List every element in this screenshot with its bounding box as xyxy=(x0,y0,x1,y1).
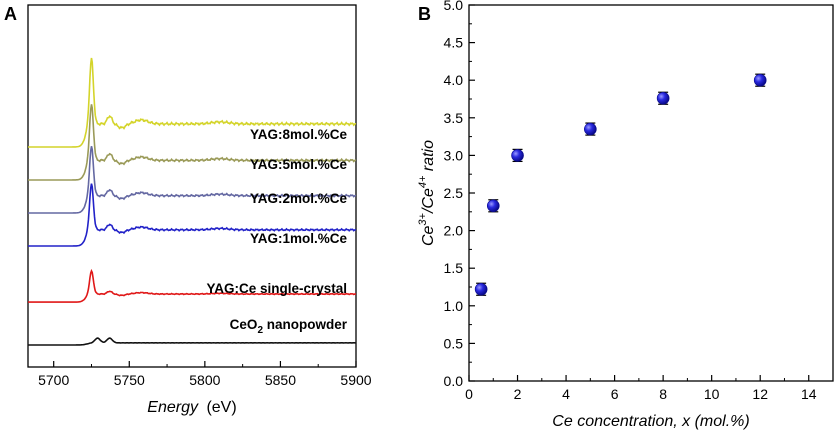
y-axis-title-b: Ce3+/Ce4+ ratio xyxy=(417,140,437,246)
axis-ticks-b: 0 2 4 6 8 10 12 14 0.0 0.5 1.0 1.5 2.0 2.5 3.0 3.5 4.0 4.… xyxy=(444,0,817,402)
y-title-part-2: /Ce xyxy=(420,188,437,214)
data-point xyxy=(474,282,488,296)
data-point xyxy=(656,91,670,105)
y-tick-label-b: 5.0 xyxy=(444,0,464,13)
x-tick-label-b: 14 xyxy=(801,386,817,402)
spectrum-line xyxy=(28,183,357,247)
spectrum-line xyxy=(28,268,357,303)
y-tick-label-b: 4.5 xyxy=(444,35,464,51)
x-axis-title-a-unit: (eV) xyxy=(206,399,236,416)
y-title-sup-2: 4+ xyxy=(417,175,429,188)
data-point xyxy=(511,149,524,162)
x-tick-label-b: 6 xyxy=(611,386,619,402)
x-tick-label-a: 5850 xyxy=(265,372,296,388)
x-tick-label-b: 8 xyxy=(659,386,667,402)
x-tick-label-b: 2 xyxy=(514,386,522,402)
ratio-scatter-panel: 0 2 4 6 8 10 12 14 0.0 0.5 1.0 1.5 2.0 2.5 3.0 3.5 4.0 4.… xyxy=(417,0,834,430)
y-tick-label-b: 1.5 xyxy=(444,260,464,276)
y-title-part-3: ratio xyxy=(420,140,437,176)
series-label: YAG:5mol.%Ce xyxy=(250,157,348,172)
spectrum-line xyxy=(28,104,357,181)
spectrum-line xyxy=(28,337,357,346)
xas-spectra-panel: 5700 5750 5800 5850 5900 YAG:8mol.%Ce YAG:5mo… xyxy=(27,4,372,416)
x-tick-label-a: 5750 xyxy=(114,372,145,388)
panel-label-a: A xyxy=(4,4,17,24)
series-label: YAG:Ce single-crystal xyxy=(206,281,347,296)
y-tick-label-b: 0.0 xyxy=(444,373,464,389)
y-tick-label-b: 4.0 xyxy=(444,72,464,88)
series-label: CeO2 nanopowder xyxy=(230,317,348,336)
data-point xyxy=(753,73,767,87)
x-tick-label-a: 5900 xyxy=(340,372,371,388)
plot-frame-b xyxy=(468,4,834,382)
spectrum-line xyxy=(28,146,357,214)
y-tick-label-b: 0.5 xyxy=(444,335,464,351)
x-axis-title-b: Ce concentration, x (mol.%) xyxy=(552,413,749,430)
y-tick-label-b: 3.5 xyxy=(444,110,464,126)
spectra-curves xyxy=(28,57,357,346)
x-tick-label-a: 5800 xyxy=(189,372,220,388)
y-tick-label-b: 2.5 xyxy=(444,185,464,201)
x-axis-ticks-a: 5700 5750 5800 5850 5900 xyxy=(38,361,372,388)
x-tick-label-a: 5700 xyxy=(38,372,69,388)
series-labels: YAG:8mol.%Ce YAG:5mol.%Ce YAG:2mol.%Ce YAG:… xyxy=(206,127,347,336)
series-label-sub: 2 xyxy=(257,325,263,336)
data-point xyxy=(486,199,500,213)
data-points xyxy=(474,73,767,296)
panel-label-b: B xyxy=(418,4,431,24)
series-label: YAG:1mol.%Ce xyxy=(250,231,348,246)
data-point xyxy=(584,122,597,136)
x-axis-title-a-var: Energy xyxy=(147,399,199,416)
series-label: YAG:8mol.%Ce xyxy=(250,127,348,142)
x-tick-label-b: 4 xyxy=(562,386,570,402)
plot-frame-a xyxy=(27,4,357,368)
series-label-part: CeO xyxy=(230,317,258,332)
x-axis-title-a: Energy (eV) xyxy=(147,399,236,416)
y-tick-label-b: 1.0 xyxy=(444,298,464,314)
y-tick-label-b: 2.0 xyxy=(444,223,464,239)
series-label-part: nanopowder xyxy=(263,317,348,332)
spectrum-line xyxy=(28,57,357,148)
x-tick-label-b: 12 xyxy=(752,386,768,402)
series-label: YAG:2mol.%Ce xyxy=(250,191,348,206)
y-title-part-1: Ce xyxy=(420,225,437,246)
x-tick-label-b: 0 xyxy=(465,386,473,402)
x-tick-label-b: 10 xyxy=(704,386,720,402)
y-title-sup-1: 3+ xyxy=(417,212,429,225)
y-tick-label-b: 3.0 xyxy=(444,147,464,163)
